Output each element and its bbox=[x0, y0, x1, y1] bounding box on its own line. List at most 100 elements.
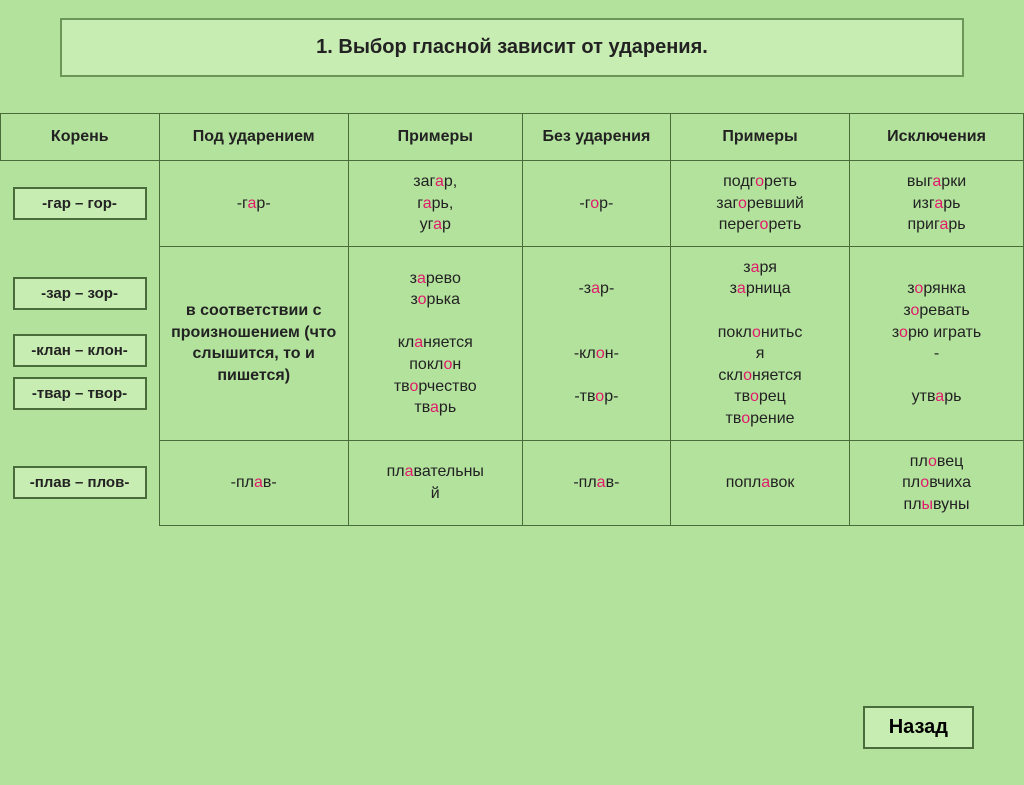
txt: й bbox=[431, 485, 440, 502]
txt: з bbox=[410, 270, 417, 287]
stressed-cell: в соответствии с произношением (что слыш… bbox=[159, 246, 348, 440]
root-cell: -гар – гор- bbox=[1, 161, 160, 247]
highlight: о bbox=[920, 474, 929, 491]
txt: рька bbox=[427, 291, 460, 308]
table-row: -гар – гор- -гар- загар, гарь, угар -гор… bbox=[1, 161, 1024, 247]
txt: р, bbox=[444, 173, 457, 190]
txt: в- bbox=[263, 474, 277, 491]
exceptions-cell: зорянка зоревать зорю играть - утварь bbox=[850, 246, 1024, 440]
txt: реть bbox=[768, 216, 801, 233]
txt: пл bbox=[902, 474, 920, 491]
txt: перег bbox=[719, 216, 760, 233]
root-zar-zor: -зар – зор- bbox=[13, 277, 147, 310]
col-stressed: Под ударением bbox=[159, 114, 348, 161]
highlight: а bbox=[597, 474, 606, 491]
txt: з bbox=[743, 259, 750, 276]
txt: няется bbox=[752, 367, 802, 384]
col-examples2: Примеры bbox=[671, 114, 850, 161]
back-button[interactable]: Назад bbox=[863, 706, 974, 749]
highlight: о bbox=[590, 195, 599, 212]
txt: пл bbox=[904, 496, 922, 513]
highlight: а bbox=[934, 195, 943, 212]
txt: вчиха bbox=[929, 474, 971, 491]
txt: покл bbox=[718, 324, 752, 341]
txt: рь bbox=[944, 388, 961, 405]
txt: рь bbox=[943, 195, 960, 212]
highlight: о bbox=[752, 324, 761, 341]
txt: -пл bbox=[573, 474, 596, 491]
txt: ревать bbox=[919, 302, 969, 319]
unstressed-cell: -зар- -клон- -твор- bbox=[522, 246, 670, 440]
txt: -кл bbox=[574, 345, 596, 362]
stressed-cell: -плав- bbox=[159, 440, 348, 526]
col-exceptions: Исключения bbox=[850, 114, 1024, 161]
txt: тв bbox=[414, 399, 430, 416]
highlight: а bbox=[417, 270, 426, 287]
txt: -з bbox=[578, 280, 591, 297]
txt: з bbox=[410, 291, 417, 308]
highlight: о bbox=[899, 324, 908, 341]
highlight: о bbox=[596, 345, 605, 362]
highlight: о bbox=[928, 453, 937, 470]
highlight: а bbox=[430, 399, 439, 416]
highlight: о bbox=[738, 195, 747, 212]
txt: н bbox=[452, 356, 461, 373]
examples1-cell: загар, гарь, угар bbox=[348, 161, 522, 247]
txt: кл bbox=[398, 334, 415, 351]
txt: -г bbox=[579, 195, 590, 212]
txt: нитьс bbox=[761, 324, 802, 341]
txt: в- bbox=[606, 474, 620, 491]
txt: рки bbox=[941, 173, 966, 190]
examples2-cell: заря зарница поклонитьс я склоняется тво… bbox=[671, 246, 850, 440]
highlight: о bbox=[750, 388, 759, 405]
txt: -тв bbox=[574, 388, 595, 405]
txt: ря bbox=[759, 259, 776, 276]
txt: реть bbox=[764, 173, 797, 190]
unstressed-cell: -плав- bbox=[522, 440, 670, 526]
txt: рево bbox=[426, 270, 461, 287]
root-cell: -плав – плов- bbox=[1, 440, 160, 526]
txt: рянка bbox=[923, 280, 965, 297]
unstressed-cell: -гор- bbox=[522, 161, 670, 247]
txt: рец bbox=[759, 388, 786, 405]
txt: тв bbox=[734, 388, 750, 405]
grammar-table: Корень Под ударением Примеры Без ударени… bbox=[0, 113, 1024, 526]
root-cell-stack: -зар – зор- -клан – клон- -твар – твор- bbox=[1, 246, 160, 440]
highlight: о bbox=[743, 367, 752, 384]
txt: тв bbox=[726, 410, 742, 427]
txt: -пл bbox=[231, 474, 254, 491]
txt: рь bbox=[948, 216, 965, 233]
table-header-row: Корень Под ударением Примеры Без ударени… bbox=[1, 114, 1024, 161]
txt: я bbox=[756, 345, 765, 362]
highlight: а bbox=[254, 474, 263, 491]
txt: изг bbox=[913, 195, 935, 212]
txt: р- bbox=[256, 195, 270, 212]
txt: вок bbox=[770, 474, 794, 491]
txt: ревший bbox=[747, 195, 804, 212]
highlight: а bbox=[761, 474, 770, 491]
highlight: о bbox=[755, 173, 764, 190]
txt: уг bbox=[420, 216, 433, 233]
root-klan-klon: -клан – клон- bbox=[13, 334, 147, 367]
txt: подг bbox=[723, 173, 755, 190]
txt: заг bbox=[413, 173, 435, 190]
table-row: -зар – зор- -клан – клон- -твар – твор- … bbox=[1, 246, 1024, 440]
examples2-cell: подгореть загоревший перегореть bbox=[671, 161, 850, 247]
root-gar-gor: -гар – гор- bbox=[13, 187, 147, 220]
highlight: а bbox=[405, 463, 414, 480]
examples1-cell: зарево зорька кланяется поклон творчеств… bbox=[348, 246, 522, 440]
txt: рь bbox=[439, 399, 456, 416]
txt: рю играть bbox=[908, 324, 981, 341]
examples1-cell: плавательны й bbox=[348, 440, 522, 526]
root-tvar-tvor: -твар – твор- bbox=[13, 377, 147, 410]
txt: р bbox=[442, 216, 451, 233]
highlight: ы bbox=[922, 496, 934, 513]
examples2-cell: поплавок bbox=[671, 440, 850, 526]
highlight: а bbox=[433, 216, 442, 233]
col-root: Корень bbox=[1, 114, 160, 161]
txt: заг bbox=[716, 195, 738, 212]
highlight: о bbox=[418, 291, 427, 308]
txt: утв bbox=[912, 388, 936, 405]
txt: попл bbox=[726, 474, 762, 491]
col-examples1: Примеры bbox=[348, 114, 522, 161]
